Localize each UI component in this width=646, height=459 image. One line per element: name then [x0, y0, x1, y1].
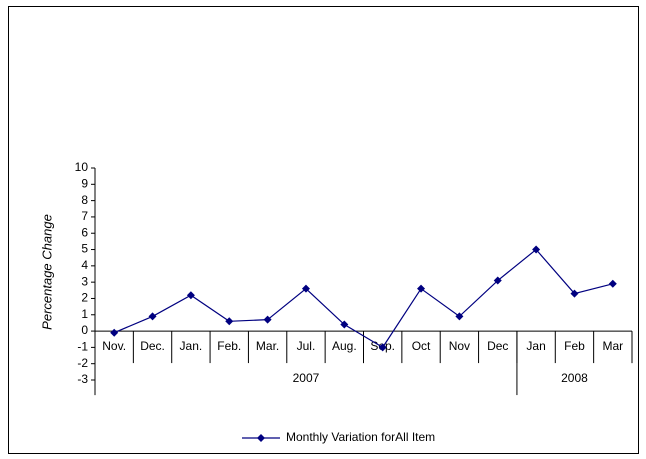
marker — [301, 284, 310, 293]
y-tick-label: -2 — [77, 356, 88, 370]
x-tick-label: Mar. — [256, 339, 279, 353]
x-tick-label: Mar — [602, 339, 623, 353]
y-tick-label: 6 — [81, 225, 88, 239]
y-tick-label: 8 — [81, 193, 88, 207]
x-tick-label: Jul. — [297, 339, 316, 353]
marker — [225, 317, 234, 326]
marker — [340, 320, 349, 329]
group-label: 2008 — [561, 371, 588, 385]
y-tick-label: 1 — [81, 307, 88, 321]
legend-label: Monthly Variation forAll Item — [286, 430, 435, 444]
marker — [455, 312, 464, 321]
y-tick-label: 4 — [81, 258, 88, 272]
marker — [532, 245, 541, 254]
x-tick-label: Feb. — [217, 339, 241, 353]
x-tick-label: Jan — [526, 339, 545, 353]
x-tick-label: Dec. — [140, 339, 165, 353]
y-tick-label: -1 — [77, 340, 88, 354]
y-tick-label: -3 — [77, 372, 88, 386]
marker — [608, 279, 617, 288]
marker — [493, 276, 502, 285]
line-series — [113, 248, 613, 349]
legend-marker — [257, 434, 265, 442]
y-tick-label: 10 — [75, 160, 89, 174]
y-axis-label: Percentage Change — [39, 214, 54, 330]
marker — [570, 289, 579, 298]
y-tick-label: 2 — [81, 291, 88, 305]
group-label: 2007 — [293, 371, 320, 385]
chart-border — [8, 6, 639, 454]
x-tick-label: Oct — [412, 339, 431, 353]
y-tick-label: 3 — [81, 274, 88, 288]
x-tick-label: Feb — [564, 339, 585, 353]
x-tick-label: Nov — [449, 339, 470, 353]
marker — [148, 312, 157, 321]
x-tick-label: Nov. — [102, 339, 126, 353]
y-tick-label: 7 — [81, 209, 88, 223]
marker — [263, 315, 272, 324]
y-tick-label: 9 — [81, 176, 88, 190]
marker — [417, 284, 426, 293]
marker — [186, 291, 195, 300]
x-tick-label: Dec — [487, 339, 508, 353]
x-tick-label: Aug. — [332, 339, 357, 353]
y-tick-label: 0 — [81, 323, 88, 337]
x-tick-label: Jan. — [180, 339, 203, 353]
marker — [378, 343, 387, 352]
marker — [110, 328, 119, 337]
y-tick-label: 5 — [81, 242, 88, 256]
